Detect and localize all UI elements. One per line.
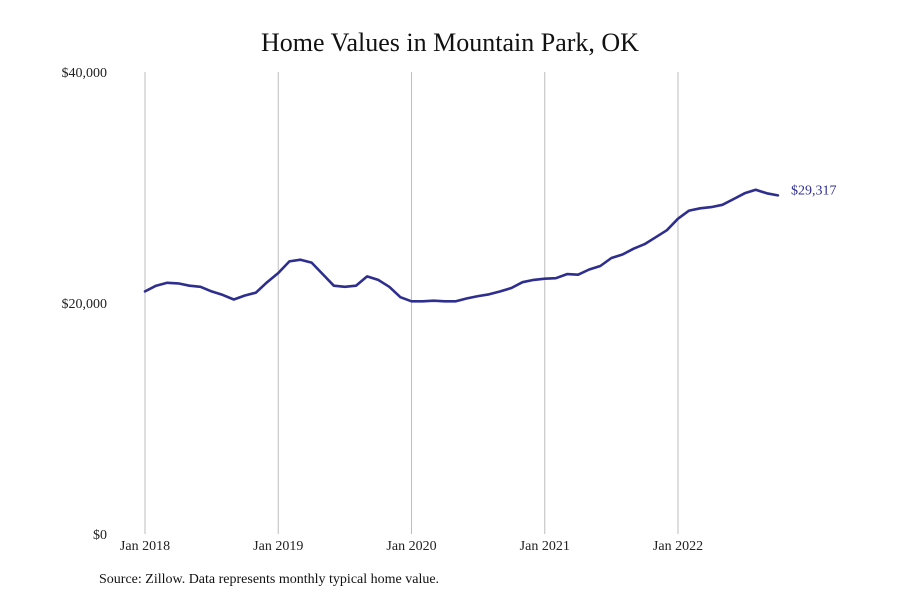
x-tick-label-1: Jan 2019 bbox=[253, 539, 303, 554]
series-layer bbox=[143, 188, 780, 303]
series-line-0 bbox=[143, 188, 780, 303]
chart-title: Home Values in Mountain Park, OK bbox=[261, 28, 639, 57]
y-tick-label-1: $20,000 bbox=[62, 297, 108, 312]
y-tick-label-0: $0 bbox=[93, 528, 107, 543]
x-tick-label-4: Jan 2022 bbox=[653, 539, 703, 554]
y-axis-ticks: $0 $20,000 $40,000 bbox=[62, 66, 108, 543]
end-value-label: $29,317 bbox=[791, 183, 837, 198]
x-tick-label-0: Jan 2018 bbox=[120, 539, 170, 554]
y-tick-label-2: $40,000 bbox=[62, 66, 108, 81]
source-note: Source: Zillow. Data represents monthly … bbox=[99, 572, 440, 587]
vertical-gridlines bbox=[144, 72, 679, 534]
x-tick-label-2: Jan 2020 bbox=[386, 539, 436, 554]
x-axis-ticks: Jan 2018 Jan 2019 Jan 2020 Jan 2021 Jan 2022 bbox=[120, 539, 703, 554]
x-tick-label-3: Jan 2021 bbox=[520, 539, 570, 554]
